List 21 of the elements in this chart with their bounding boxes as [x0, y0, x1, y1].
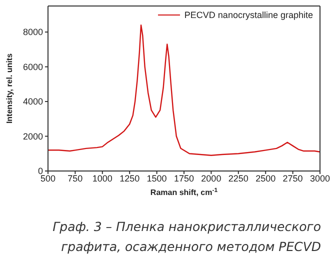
- x-tick-label: 2500: [256, 173, 276, 184]
- x-tick-label: 1500: [146, 173, 167, 184]
- x-tick-label: 750: [68, 173, 83, 184]
- legend-label: PECVD nanocrystalline graphite: [184, 10, 313, 20]
- x-tick-label: 1250: [120, 173, 140, 184]
- y-tick-label: 0: [38, 166, 43, 176]
- y-tick-label: 2000: [22, 131, 43, 142]
- line-series: [48, 24, 320, 156]
- x-tick-label: 1000: [92, 173, 112, 184]
- x-tick-label: 1750: [174, 173, 194, 184]
- x-tick-label: 2750: [282, 173, 303, 184]
- x-axis-title: Raman shift, cm$^{-1}$: [150, 187, 218, 197]
- y-tick-label: 8000: [22, 27, 43, 38]
- x-tick-label: 2250: [228, 173, 248, 184]
- x-tick-label: 3000: [310, 173, 330, 184]
- y-axis-title: Intensity, rel. units: [5, 52, 14, 124]
- y-tick-label: 6000: [22, 62, 43, 72]
- x-tick-label: 2000: [201, 173, 222, 184]
- text: Граф. 3 – Пленка нанокристаллического графита, осажденного методом PECVD: [52, 218, 321, 256]
- x-tick-label: 500: [40, 173, 56, 184]
- y-tick-label: 4000: [22, 96, 43, 107]
